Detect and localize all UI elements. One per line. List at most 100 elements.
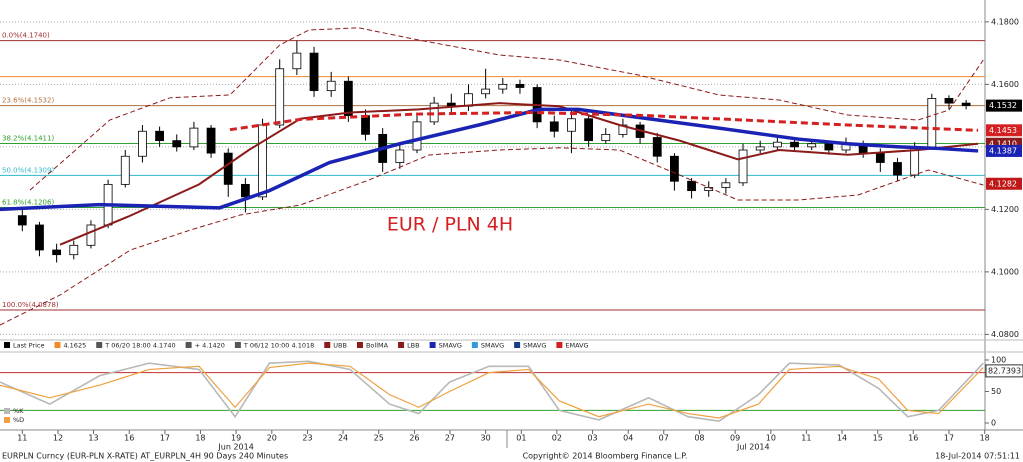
legend-label: %K (13, 407, 24, 415)
x-tick-label: 25 (374, 434, 384, 443)
candle-body (52, 249, 62, 256)
candle-body (790, 141, 799, 148)
price-tag (986, 144, 1022, 157)
candle-body (120, 155, 130, 185)
x-tick-label: 04 (623, 434, 633, 443)
candle-body (155, 130, 164, 142)
candle-body (223, 152, 233, 185)
price-tag (986, 99, 1022, 112)
legend-label: 4.1625 (63, 342, 86, 350)
x-tick-label: 30 (481, 434, 491, 443)
x-tick-label: 11 (17, 434, 27, 443)
candle-body (412, 121, 422, 151)
candle-body (69, 244, 79, 256)
candle-body (206, 127, 216, 154)
price-tag (986, 177, 1022, 190)
x-tick-label: 11 (801, 434, 811, 443)
footer-center: Copyright© 2014 Bloomberg Finance L.P. (523, 452, 688, 461)
legend-swatch (471, 342, 478, 348)
footer-right: 18-Jul-2014 07:51:11 (935, 452, 1020, 461)
stoch-line (0, 360, 984, 422)
y-tick-label: 4.1600 (991, 80, 1019, 89)
y-tick-label: 4.0800 (991, 330, 1019, 339)
legend-swatch (429, 342, 436, 348)
x-tick-label: 12 (53, 434, 63, 443)
y-tick-label: 4.1000 (991, 267, 1019, 276)
fib-label: 0.0%(4.1740) (2, 32, 50, 40)
x-tick-label: 17 (160, 434, 170, 443)
legend-label: LBB (407, 342, 420, 350)
indicator-line (229, 110, 979, 132)
candle-body (567, 118, 576, 132)
candle-body (481, 88, 491, 95)
candle-body (35, 224, 44, 251)
candle-body (309, 52, 319, 92)
price-tag (986, 124, 1022, 137)
stoch-tag-label: 82.7393 (988, 366, 1021, 375)
legend-label: UBB (333, 342, 347, 350)
price-tag-label: 4.1532 (989, 101, 1017, 110)
legend-label: BollMA (366, 342, 389, 350)
x-tick-label: 03 (587, 434, 597, 443)
candle-body (652, 137, 662, 157)
legend-swatch (54, 342, 61, 348)
candle-body (326, 80, 336, 92)
candle-body (807, 143, 817, 148)
legend-swatch (4, 417, 10, 423)
price-tag-label: 4.1453 (989, 126, 1017, 135)
x-tick-label: 17 (944, 434, 954, 443)
legend-label: T 06/12 10:00 4.1018 (243, 342, 314, 350)
candle-body (893, 162, 902, 176)
month-label: Jul 2014 (736, 443, 770, 452)
x-tick-label: 18 (195, 434, 205, 443)
legend-label: SMAVG (481, 342, 504, 350)
x-tick-label: 15 (873, 434, 883, 443)
stoch-tick-label: 50 (991, 387, 1001, 396)
footer-left: EURPLN Curncy (EUR-PLN X-RATE) AT_EURPLN… (2, 452, 288, 461)
candle-body (498, 83, 508, 90)
x-tick-label: 16 (908, 434, 918, 443)
candle-body (755, 146, 765, 151)
candle-body (601, 133, 611, 142)
fib-label: 23.6%(4.1532) (2, 97, 54, 105)
month-label: Jun 2014 (217, 443, 253, 452)
candle-body (669, 155, 679, 182)
x-tick-label: 07 (659, 434, 669, 443)
y-tick-label: 4.1200 (991, 205, 1019, 214)
x-tick-label: 02 (552, 434, 562, 443)
x-tick-label: 26 (409, 434, 419, 443)
candle-body (189, 127, 199, 148)
x-tick-label: 20 (267, 434, 277, 443)
plot-layer: 0.0%(4.1740) 23.6%(4.1532) 38.2%(4.1411) 50… (0, 21, 985, 335)
legend-swatch (234, 342, 241, 348)
legend-swatch (185, 342, 192, 348)
candle-body (86, 224, 96, 246)
stoch-tick-label: 0 (991, 419, 996, 428)
x-tick-label: 27 (445, 434, 455, 443)
candle-body (172, 140, 182, 148)
candle-body (738, 149, 748, 184)
candle-body (343, 80, 353, 117)
x-tick-label: 10 (766, 434, 776, 443)
x-tick-label: 19 (231, 434, 241, 443)
legend-swatch (556, 342, 563, 348)
candle-body (824, 143, 834, 151)
x-tick-label: 16 (124, 434, 134, 443)
candle-body (240, 183, 250, 198)
candle-body (875, 152, 885, 163)
indicator-line (0, 107, 979, 212)
legend-label: Last Price (13, 342, 44, 350)
price-tag-label: 4.1387 (989, 146, 1017, 155)
x-tick-label: 13 (88, 434, 98, 443)
candle-body (584, 118, 593, 142)
x-tick-label: 08 (694, 434, 704, 443)
candle-body (549, 121, 559, 132)
candle-body (772, 141, 782, 148)
candle-body (721, 182, 731, 188)
legend-swatch (96, 342, 103, 348)
stoch-tag (985, 364, 1023, 378)
legend-label: T 06/20 18:00 4.1740 (104, 342, 175, 350)
stoch-tick-label: 100 (991, 356, 1006, 365)
stoch-line (0, 362, 984, 419)
